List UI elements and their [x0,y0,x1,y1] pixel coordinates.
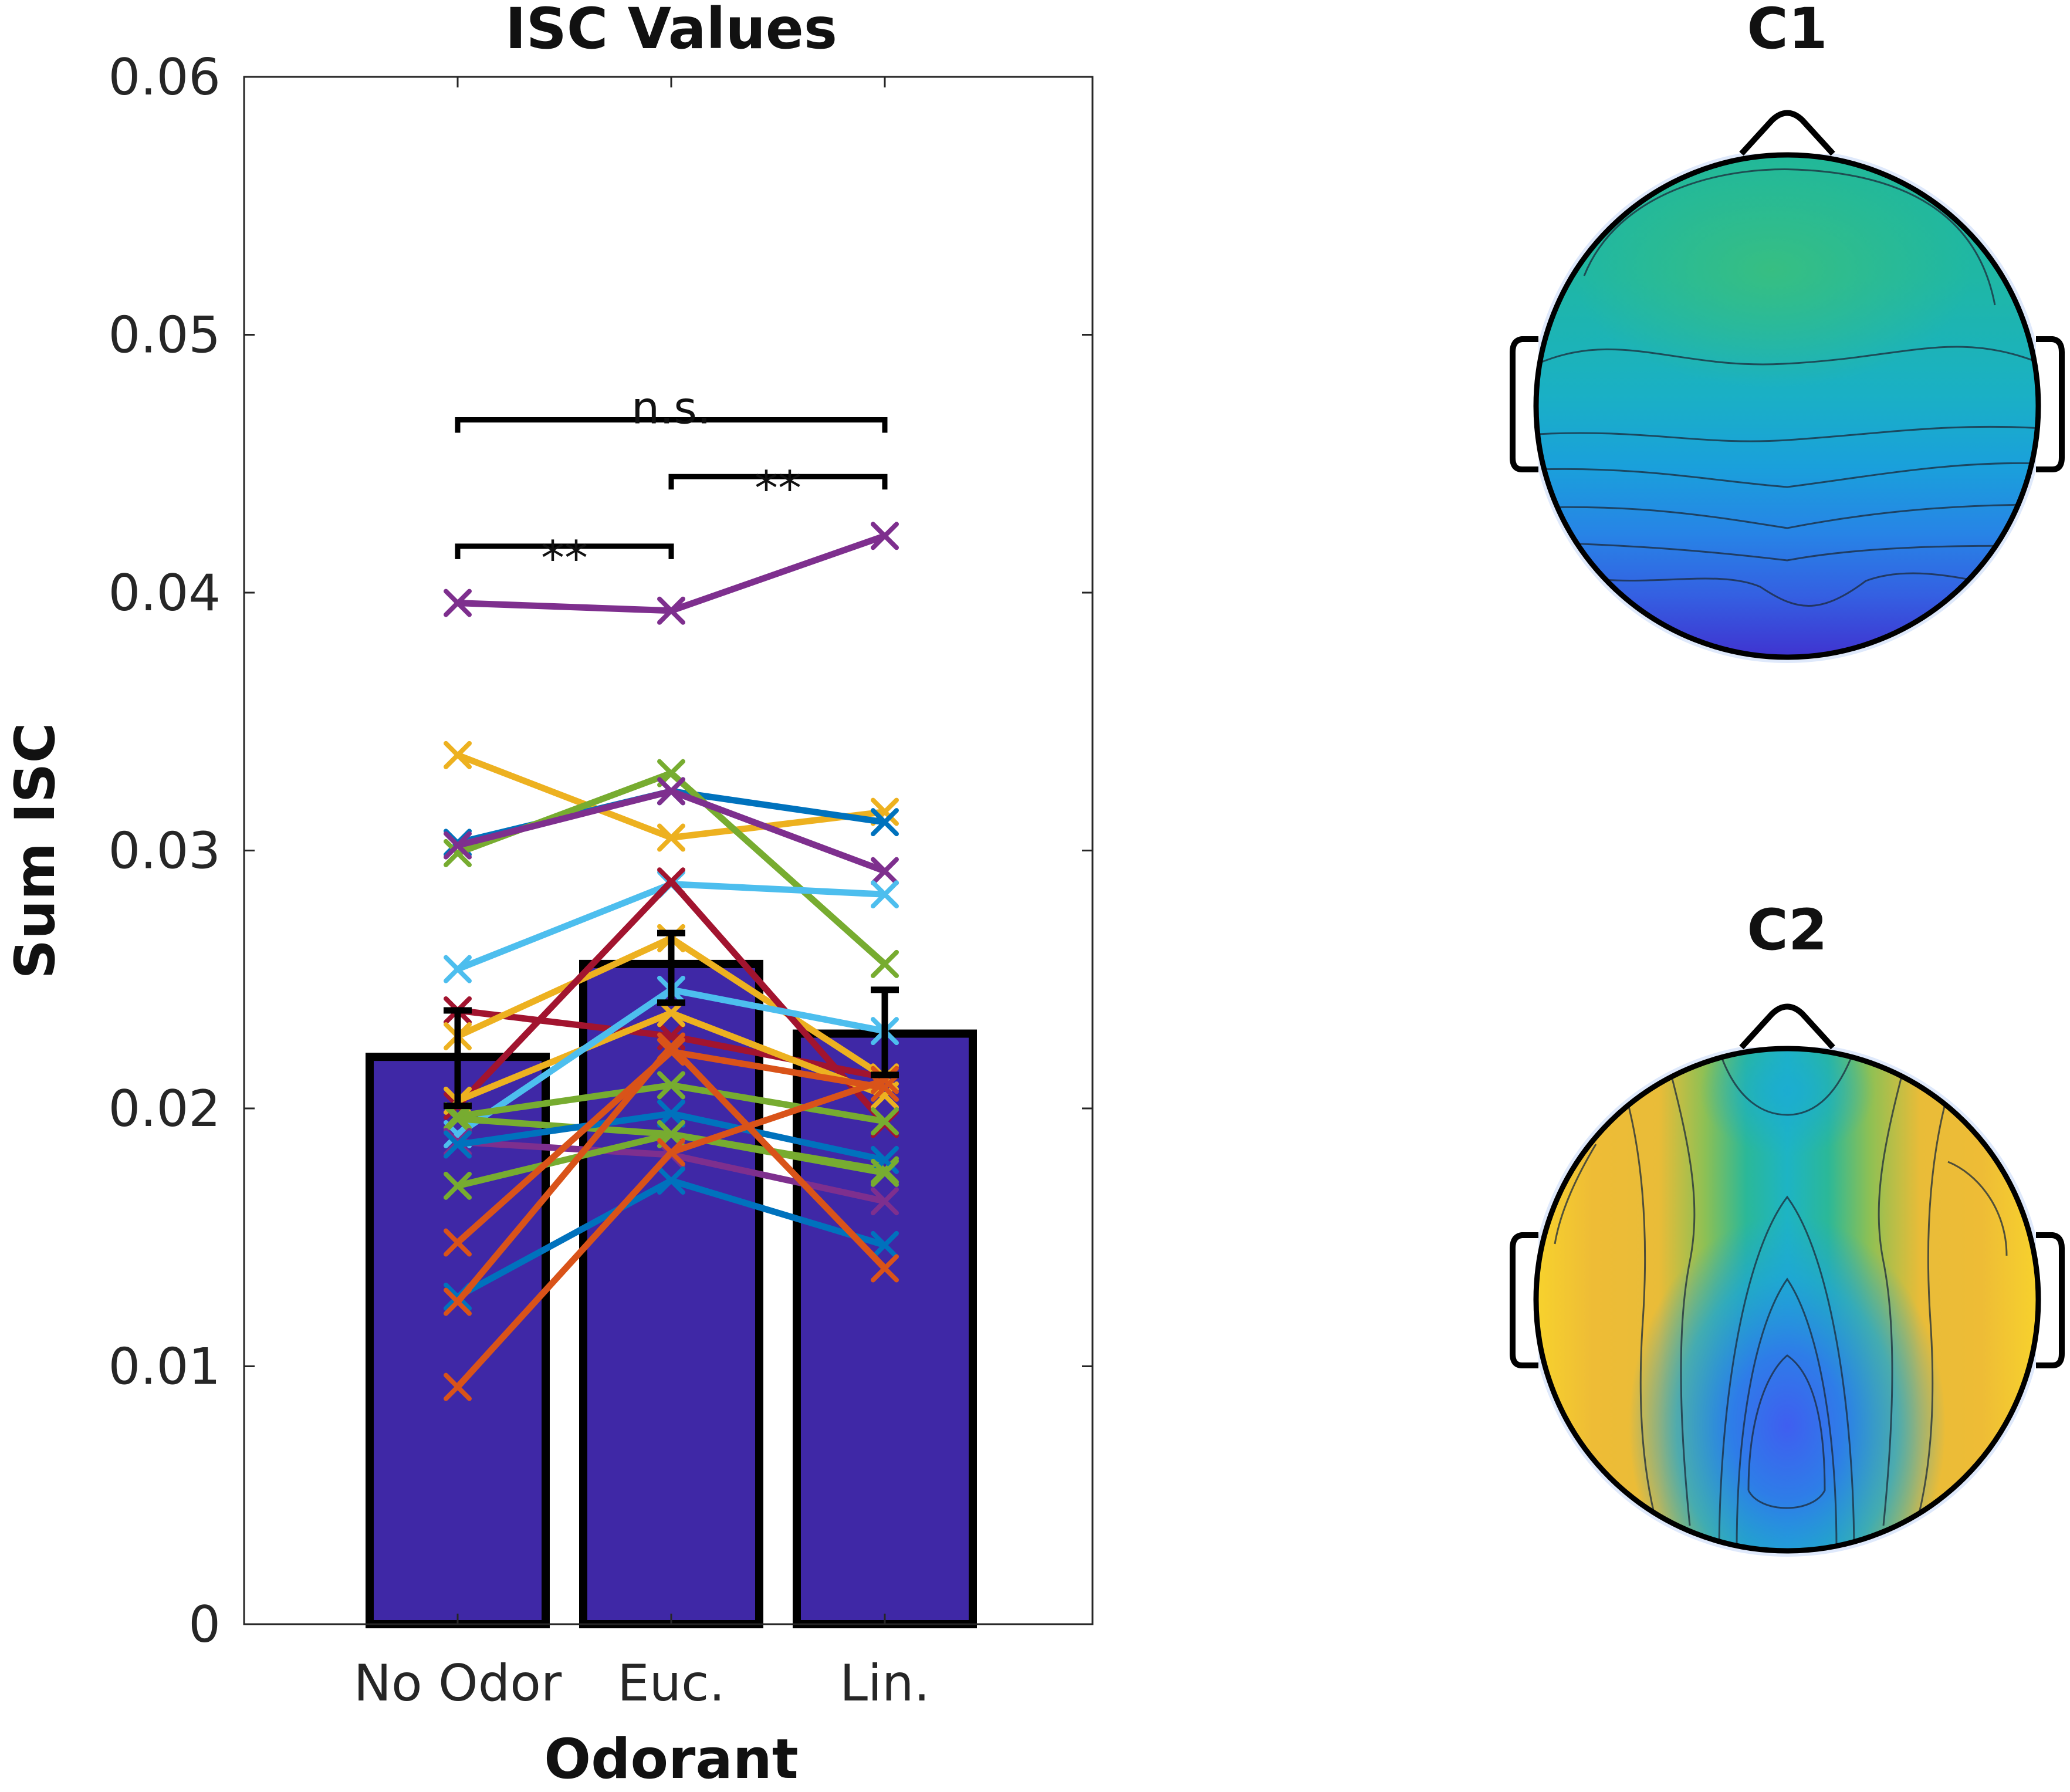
bar-no-odor [366,1053,550,1628]
x-tick-label: Euc. [617,1654,725,1713]
subject-marker [871,1254,899,1283]
topoplot-c2-map [1536,1049,2038,1551]
y-tick-label: 0.03 [109,822,221,881]
topoplot-c1-head [1533,152,2041,660]
y-tick-label: 0.02 [109,1080,221,1138]
subject-marker [657,1167,685,1195]
chart-title: ISC Values [505,0,837,62]
error-bar [657,929,685,1006]
subject-line [444,522,899,625]
topoplot-c1-left-ear [1510,336,1538,472]
subject-line [444,1120,899,1200]
subject-marker [871,949,899,978]
subject-marker [444,741,472,769]
subject-marker [871,1230,899,1259]
subject-marker [657,1032,685,1061]
error-bar [444,1007,472,1110]
subject-marker [444,1104,472,1133]
subject-marker [657,867,685,896]
x-tick-label: No Odor [354,1654,562,1713]
significance-bracket [455,417,888,433]
subject-marker [871,522,899,550]
topoplot-c2-left-ear [1510,1232,1538,1368]
subject-marker [444,589,472,617]
subject-marker [657,1138,685,1167]
topoplot-c2: C2 [1510,897,2065,1557]
topoplot-c1-right-ear [2036,336,2065,472]
subject-line-path [456,787,886,874]
topoplot-c2-right-ear [2036,1232,2065,1368]
subject-marker [871,1158,899,1187]
subject-marker [871,1107,899,1135]
topoplot-c2-nose [1739,1003,1835,1050]
subject-marker [657,1071,685,1100]
topoplot-c2-head [1533,1046,2041,1554]
bar-chart-panel: ISC Values ** ** n.s. 0 0.01 0.02 0.03 0.04 0.0… [4,0,1094,1791]
subject-line [444,777,899,885]
subject-marker [871,808,899,837]
subject-marker [871,880,899,909]
y-tick-label: 0 [188,1595,221,1654]
subject-line [444,1032,899,1316]
subject-marker [657,596,685,625]
significance-label: n.s. [631,382,711,434]
significance-layer: ** ** n.s. [455,382,888,586]
topoplot-c1-map [1536,155,2038,657]
bar-euc [579,959,763,1628]
error-bar [871,986,899,1078]
subject-marker [871,1187,899,1216]
subject-marker [444,831,472,860]
significance-bracket [668,474,888,490]
y-axis-label: Sum ISC [4,723,67,979]
subject-marker [444,1228,472,1257]
subject-marker [444,955,472,983]
topoplot-c1: C1 [1510,0,2065,663]
x-tick-label: Lin. [840,1654,930,1713]
y-ticks-layer: 0 0.01 0.02 0.03 0.04 0.05 0.06 [109,48,1092,1654]
subject-marker [871,857,899,885]
x-ticks-layer: No Odor Euc. Lin. [354,77,930,1713]
y-tick-label: 0.01 [109,1338,221,1397]
x-axis-label: Odorant [544,1727,798,1791]
topoplot-c2-title: C2 [1747,897,1827,963]
subject-marker [444,1287,472,1316]
y-tick-label: 0.04 [109,564,221,623]
significance-bracket [455,543,674,559]
topoplot-c1-nose [1739,110,1835,156]
subject-marker [657,1099,685,1128]
y-tick-label: 0.06 [109,48,221,107]
error-bars-layer [444,929,899,1110]
subject-marker [444,1130,472,1159]
y-tick-label: 0.05 [109,306,221,365]
subject-marker [444,1171,472,1200]
significance-label: ** [755,461,801,516]
topoplot-c1-title: C1 [1747,0,1827,62]
significance-label: ** [541,531,588,586]
subject-line [444,1066,899,1401]
subject-marker [657,823,685,852]
subject-marker [444,1372,472,1401]
subject-marker [657,777,685,806]
